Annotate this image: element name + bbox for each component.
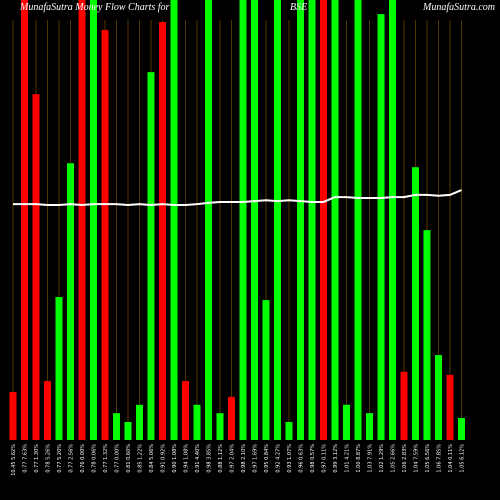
x-tick-label: 1.05 6.56% bbox=[425, 444, 431, 473]
x-tick-label: 1.04 7.59% bbox=[414, 444, 420, 473]
x-tick-label: 0.98 2.10% bbox=[241, 444, 247, 473]
x-tick-label: 0.98 0.57% bbox=[310, 444, 316, 473]
x-tick-label: 0.97 0.11% bbox=[322, 444, 328, 473]
bar bbox=[216, 413, 224, 440]
x-tick-label: 0.84 5.06% bbox=[149, 444, 155, 473]
x-tick-label: 0.78 5.26% bbox=[46, 444, 52, 473]
bar bbox=[331, 0, 339, 440]
bar bbox=[343, 404, 350, 440]
bar bbox=[285, 421, 293, 440]
x-tick-label: 0.92 4.27% bbox=[276, 444, 282, 473]
x-tick-label: 0.99 3.12% bbox=[333, 444, 339, 473]
x-tick-label: 1.03 7.91% bbox=[368, 444, 374, 473]
chart-subtitle: BSE bbox=[290, 2, 307, 13]
x-tick-label: 0.97 1.69% bbox=[253, 444, 259, 473]
x-tick-label: 0.88 1.12% bbox=[218, 444, 224, 473]
chart-title: MunafaSutra Money Flow Charts for bbox=[19, 2, 170, 13]
bar bbox=[377, 14, 385, 441]
x-tick-label: 0.94 1.08% bbox=[184, 444, 190, 473]
bar bbox=[400, 371, 408, 440]
bar bbox=[435, 355, 442, 440]
bar bbox=[354, 0, 362, 440]
x-tick-label: 0.90 1.08% bbox=[172, 444, 178, 473]
bar bbox=[366, 413, 373, 440]
bar bbox=[9, 392, 17, 440]
bar bbox=[308, 0, 316, 440]
bar bbox=[55, 297, 63, 440]
bar bbox=[251, 0, 258, 440]
x-tick-label: 10.45 5.62% bbox=[11, 444, 17, 476]
bar bbox=[90, 0, 97, 440]
x-tick-label: 0.85 1.22% bbox=[138, 444, 144, 473]
bar bbox=[21, 0, 28, 440]
bar bbox=[412, 167, 419, 440]
x-tick-label: 0.76 0.00% bbox=[80, 444, 86, 473]
bar bbox=[262, 300, 270, 440]
bar bbox=[182, 381, 189, 440]
bar bbox=[458, 418, 465, 440]
bar bbox=[193, 404, 201, 440]
x-tick-label: 1.02 1.29% bbox=[379, 444, 385, 473]
bar bbox=[446, 374, 454, 440]
bar bbox=[389, 0, 396, 440]
x-tick-label: 1.04 0.11% bbox=[448, 444, 454, 473]
x-tick-label: 0.95 0.84% bbox=[264, 444, 270, 473]
x-tick-label: 0.77 0.00% bbox=[115, 444, 121, 473]
bar bbox=[67, 163, 74, 441]
x-tick-label: 0.98 3.85% bbox=[207, 444, 213, 473]
x-tick-label: 0.93 1.07% bbox=[287, 444, 293, 473]
bar bbox=[113, 413, 120, 440]
x-tick-label: 0.77 7.63% bbox=[23, 444, 29, 473]
x-tick-label: 0.78 0.06% bbox=[92, 444, 98, 473]
bar bbox=[101, 29, 109, 440]
bar bbox=[124, 421, 132, 440]
x-tick-label: 1.05 2.66% bbox=[391, 444, 397, 473]
bar bbox=[32, 94, 40, 440]
x-tick-label: 1.06 7.85% bbox=[437, 444, 443, 473]
bar bbox=[228, 396, 235, 440]
price-line bbox=[13, 189, 462, 207]
x-tick-label: 1.06 2.83% bbox=[402, 444, 408, 473]
watermark: MunafaSutra.com bbox=[422, 2, 495, 13]
x-tick-label: 0.81 0.60% bbox=[126, 444, 132, 473]
bar bbox=[239, 0, 247, 440]
bar bbox=[297, 0, 304, 440]
bar bbox=[423, 230, 431, 440]
x-tick-label: 1.05 6.12% bbox=[460, 444, 466, 473]
x-tick-label: 0.77 5.20% bbox=[57, 444, 63, 473]
x-tick-label: 0.91 4.40% bbox=[195, 444, 201, 473]
x-tick-label: 0.97 2.04% bbox=[230, 444, 236, 473]
bar bbox=[274, 0, 281, 440]
bar bbox=[159, 22, 166, 440]
bar bbox=[320, 0, 327, 440]
bar bbox=[205, 0, 212, 440]
bar bbox=[136, 404, 143, 440]
x-tick-label: 0.77 1.32% bbox=[103, 444, 109, 473]
x-tick-label: 1.01 4.21% bbox=[345, 444, 351, 473]
x-tick-label: 0.91 0.92% bbox=[161, 444, 167, 473]
x-tick-label: 0.77 2.56% bbox=[69, 444, 75, 473]
bar bbox=[44, 381, 51, 440]
x-tick-label: 1.00 8.87% bbox=[356, 444, 362, 473]
x-tick-label: 0.77 1.30% bbox=[34, 444, 40, 473]
bar bbox=[147, 72, 155, 440]
x-tick-label: 0.96 0.63% bbox=[299, 444, 305, 473]
bar bbox=[170, 0, 178, 440]
bar bbox=[78, 0, 86, 440]
